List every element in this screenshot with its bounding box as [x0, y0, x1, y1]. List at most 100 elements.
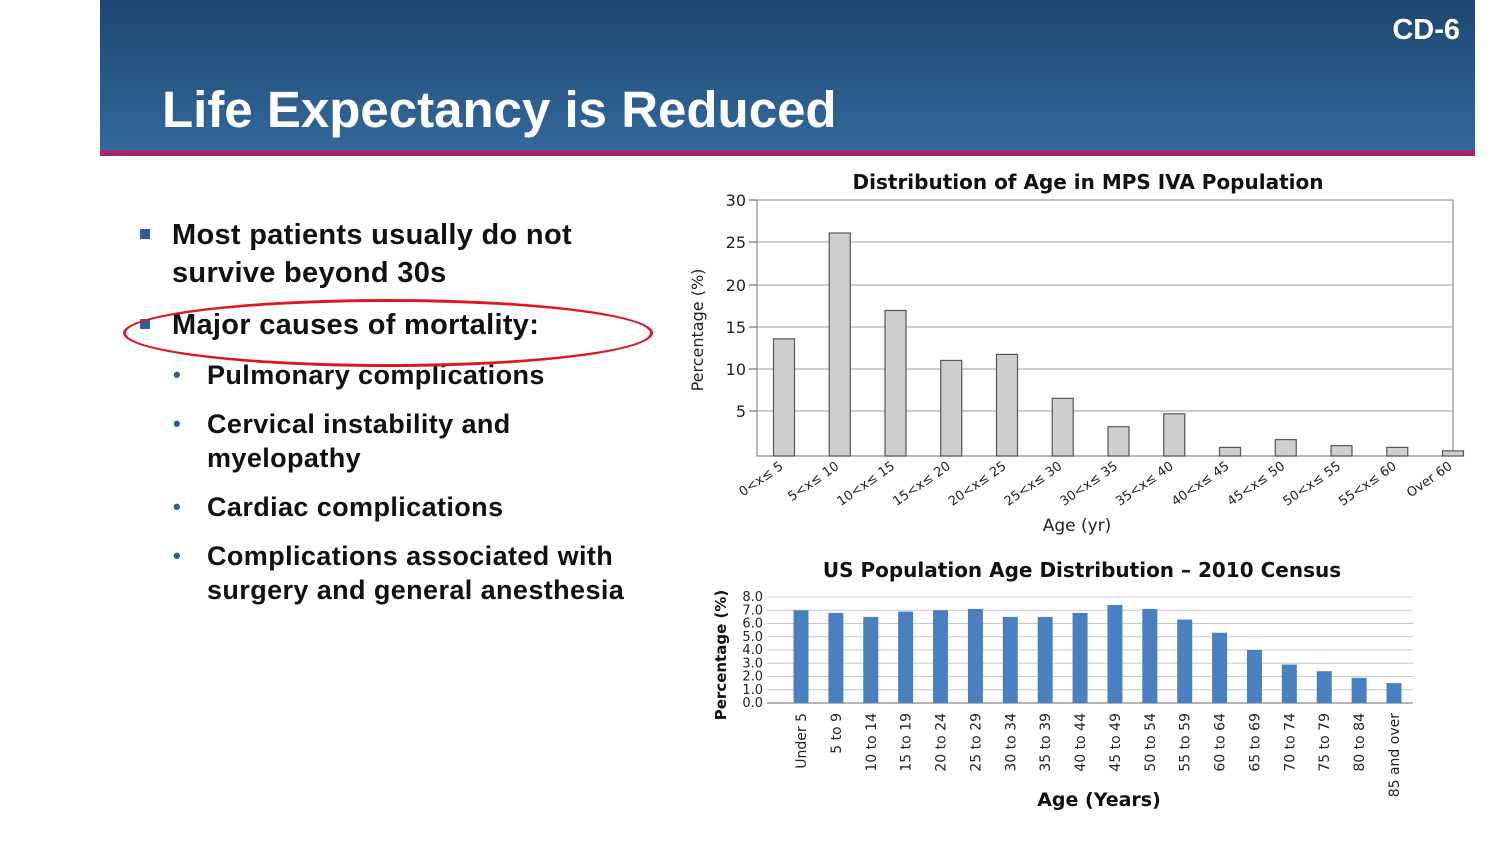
chart1-xtick-label: Over 60 — [1404, 459, 1455, 501]
dot-bullet-icon: • — [173, 411, 182, 436]
chart2-ytick-label: 3.0 — [742, 656, 763, 671]
chart1-xtick-label: 45<x≤ 50 — [1225, 459, 1288, 510]
chart2-xtick-label: 25 to 29 — [968, 713, 984, 772]
chart1-xtick-label: 20<x≤ 25 — [946, 459, 1009, 510]
chart2-xtick-label: 40 to 44 — [1073, 713, 1089, 772]
chart2-bar — [1281, 664, 1297, 703]
sub-bullet-surgery: • Complications associated with surgery a… — [140, 539, 670, 607]
bullet-text: Cardiac complications — [207, 492, 504, 522]
chart1-ytick-label: 20 — [726, 276, 746, 295]
chart1-bar — [995, 353, 1019, 457]
chart1-ytick-label: 10 — [726, 360, 746, 379]
chart2-ytick-label: 6.0 — [742, 617, 763, 632]
chart1-ytick-label: 15 — [726, 318, 746, 337]
chart2-ytick-label: 1.0 — [742, 683, 763, 698]
chart2-xtick-label: 45 to 49 — [1108, 713, 1124, 772]
chart1-bar — [828, 232, 851, 457]
chart2-xtick-label: 20 to 24 — [934, 713, 950, 772]
chart2-ytick-label: 4.0 — [742, 643, 763, 658]
bullet-survival: Most patients usually do not survive bey… — [140, 216, 670, 292]
chart2-bar — [1177, 619, 1193, 703]
slide-id: CD-6 — [1392, 14, 1460, 46]
chart2-ytick-label: 5.0 — [742, 630, 763, 645]
chart2-ytick-label: 7.0 — [742, 603, 763, 618]
chart2-bar — [1212, 632, 1228, 703]
chart1-xtick-label: 35<x≤ 40 — [1113, 459, 1176, 510]
dot-bullet-icon: • — [173, 543, 182, 568]
chart-us-census-age: US Population Age Distribution – 2010 Ce… — [712, 558, 1413, 811]
chart1-title: Distribution of Age in MPS IVA Populatio… — [853, 170, 1324, 194]
dot-bullet-icon: • — [173, 362, 182, 387]
chart1-bar — [1051, 397, 1074, 457]
header-bar — [100, 0, 1475, 150]
chart1-bar — [772, 338, 796, 457]
chart1-bar — [1330, 445, 1353, 457]
chart2-bar — [1037, 616, 1053, 703]
chart2-title: US Population Age Distribution – 2010 Ce… — [823, 558, 1341, 582]
chart2-xtick-label: 55 to 59 — [1178, 713, 1194, 772]
chart1-xtick-label: 25<x≤ 30 — [1002, 459, 1065, 510]
chart2-xtick-label: 30 to 34 — [1003, 713, 1019, 772]
chart2-xtick-label: 60 to 64 — [1213, 713, 1229, 772]
chart2-bar — [933, 610, 949, 703]
chart1-bar — [1163, 413, 1186, 457]
chart1-ytick-label: 5 — [736, 402, 746, 421]
chart2-bar — [1002, 616, 1018, 703]
chart2-bar — [1316, 671, 1332, 703]
chart1-xtick-label: 5<x≤ 10 — [786, 459, 842, 505]
chart-mps-iva-age: Distribution of Age in MPS IVA Populatio… — [688, 0, 1465, 536]
chart2-bar — [1142, 608, 1158, 703]
chart1-ytick-label: 25 — [726, 233, 746, 252]
chart1-bar — [1218, 446, 1242, 457]
square-bullet-icon — [140, 229, 150, 239]
chart1-xtick-label: 40<x≤ 45 — [1169, 459, 1232, 510]
chart2-ylabel: Percentage (%) — [712, 590, 730, 720]
chart2-bar — [967, 608, 983, 703]
chart1-ylabel: Percentage (%) — [688, 269, 707, 392]
chart1-xtick-label: 30<x≤ 35 — [1058, 459, 1121, 510]
chart1-bar — [1441, 450, 1465, 457]
chart1-ytick-label: 30 — [726, 191, 746, 210]
chart1-bar — [1274, 439, 1297, 457]
sub-bullet-cervical: • Cervical instability and myelopathy — [140, 407, 670, 475]
sub-bullet-cardiac: • Cardiac complications — [140, 490, 670, 524]
chart1-bar — [884, 309, 907, 457]
chart1-plot-frame — [756, 199, 1454, 457]
bullet-text: Cervical instability and myelopathy — [207, 409, 511, 473]
chart2-bar — [1072, 612, 1088, 703]
chart2-bar — [793, 610, 809, 703]
callout-ellipse — [123, 299, 653, 367]
chart1-xtick-label: 0<x≤ 5 — [737, 459, 787, 500]
header-divider — [100, 150, 1475, 156]
chart2-bar — [1107, 604, 1123, 703]
chart2-xtick-label: 5 to 9 — [829, 713, 845, 754]
chart2-xtick-label: 75 to 79 — [1317, 713, 1333, 772]
chart2-xtick-label: 70 to 74 — [1282, 713, 1298, 772]
chart1-xtick-label: 55<x≤ 60 — [1336, 459, 1399, 510]
chart1-xtick-label: 10<x≤ 15 — [835, 459, 898, 510]
chart1-ytick-label: 0 — [736, 0, 746, 4]
chart2-xtick-label: 15 to 19 — [899, 713, 915, 772]
chart2-xtick-label: 50 to 54 — [1143, 713, 1159, 772]
chart2-xtick-label: 80 to 84 — [1352, 713, 1368, 772]
chart2-ytick-label: 8.0 — [742, 590, 763, 605]
chart1-bar — [1107, 426, 1130, 457]
chart2-xtick-label: 10 to 14 — [864, 713, 880, 772]
dot-bullet-icon: • — [173, 494, 182, 519]
chart2-xtick-label: 35 to 39 — [1038, 713, 1054, 772]
chart1-xlabel: Age (yr) — [1043, 516, 1112, 536]
chart1-bar — [940, 359, 963, 457]
bullet-text: Complications associated with surgery an… — [207, 541, 625, 605]
bullet-text: Most patients usually do not survive bey… — [172, 219, 572, 289]
chart2-xtick-label: 65 to 69 — [1247, 713, 1263, 772]
chart1-bar — [1386, 446, 1409, 457]
chart2-xlabel: Age (Years) — [1037, 789, 1161, 811]
chart1-xtick-label: 15<x≤ 20 — [890, 459, 953, 510]
chart2-bar — [863, 616, 879, 703]
chart2-bar — [1351, 677, 1367, 703]
slide-title: Life Expectancy is Reduced — [162, 81, 837, 138]
chart2-bar — [1386, 683, 1402, 703]
chart2-xtick-label: Under 5 — [794, 713, 810, 769]
chart2-ytick-label: 2.0 — [742, 670, 763, 685]
